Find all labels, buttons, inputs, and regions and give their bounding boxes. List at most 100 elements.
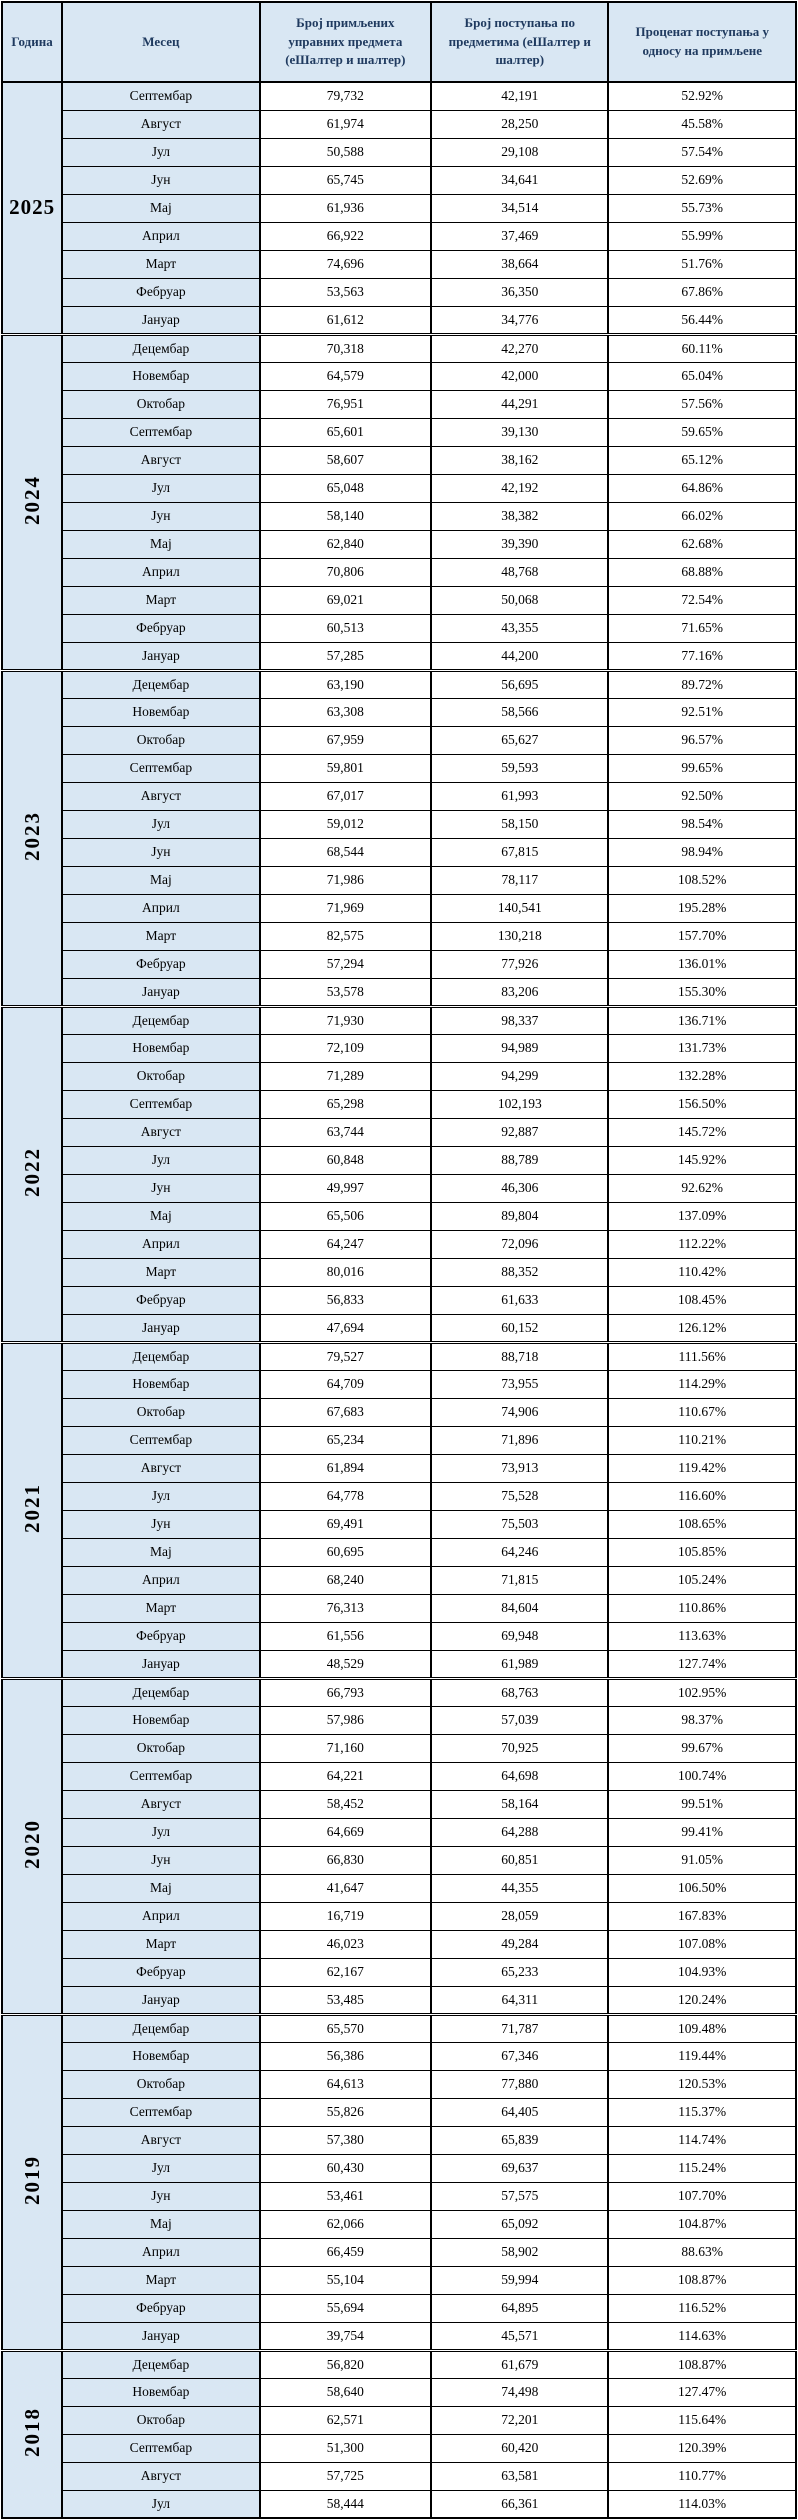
processed-cell: 28,250	[430, 109, 609, 138]
percent-cell: 114.03%	[607, 2489, 796, 2518]
received-cell: 69,491	[258, 1509, 432, 1538]
month-cell: Јул	[61, 809, 260, 838]
month-cell: Мај	[61, 529, 260, 558]
received-cell: 57,986	[258, 1705, 432, 1734]
table-row: Март 76,313 84,604 110.86%	[2, 1593, 796, 1622]
received-cell: 55,826	[258, 2097, 432, 2126]
processed-cell: 67,815	[430, 837, 609, 866]
percent-cell: 107.08%	[607, 1929, 796, 1958]
header-month: Месец	[61, 1, 260, 83]
percent-cell: 57.56%	[607, 389, 796, 418]
percent-cell: 105.24%	[607, 1565, 796, 1594]
table-row: Септембар 65,298 102,193 156.50%	[2, 1089, 796, 1118]
table-row: Новембар 57,986 57,039 98.37%	[2, 1705, 796, 1734]
month-cell: Мај	[61, 193, 260, 222]
received-cell: 68,544	[258, 837, 432, 866]
month-cell: Фебруар	[61, 949, 260, 978]
month-cell: Јун	[61, 1845, 260, 1874]
table-row: Фебруар 55,694 64,895 116.52%	[2, 2293, 796, 2322]
processed-cell: 69,637	[430, 2153, 609, 2182]
received-cell: 58,640	[258, 2377, 432, 2406]
month-cell: Август	[61, 109, 260, 138]
received-cell: 65,048	[258, 473, 432, 502]
processed-cell: 56,695	[430, 668, 609, 698]
percent-cell: 62.68%	[607, 529, 796, 558]
month-cell: Септембар	[61, 1425, 260, 1454]
processed-cell: 60,420	[430, 2433, 609, 2462]
received-cell: 65,601	[258, 417, 432, 446]
percent-cell: 145.92%	[607, 1145, 796, 1174]
month-cell: Септембар	[61, 81, 260, 110]
processed-cell: 102,193	[430, 1089, 609, 1118]
percent-cell: 113.63%	[607, 1621, 796, 1650]
received-cell: 66,459	[258, 2237, 432, 2266]
year-cell: 2020	[0, 1676, 63, 2014]
month-cell: Октобар	[61, 1733, 260, 1762]
processed-cell: 50,068	[430, 585, 609, 614]
received-cell: 65,506	[258, 1201, 432, 1230]
received-cell: 57,294	[258, 949, 432, 978]
table-row: Јул 60,848 88,789 145.92%	[2, 1145, 796, 1174]
month-cell: Новембар	[61, 1033, 260, 1062]
table-row: Јул 50,588 29,108 57.54%	[2, 137, 796, 166]
processed-cell: 69,948	[430, 1621, 609, 1650]
table-row: Септембар 51,300 60,420 120.39%	[2, 2433, 796, 2462]
table-row: Март 80,016 88,352 110.42%	[2, 1257, 796, 1286]
percent-cell: 110.86%	[607, 1593, 796, 1622]
month-cell: Децембар	[61, 1676, 260, 1706]
processed-cell: 58,566	[430, 697, 609, 726]
table-row: Фебруар 60,513 43,355 71.65%	[2, 613, 796, 642]
processed-cell: 92,887	[430, 1117, 609, 1146]
table-row: Август 61,894 73,913 119.42%	[2, 1453, 796, 1482]
table-row: Септембар 55,826 64,405 115.37%	[2, 2097, 796, 2126]
percent-cell: 77.16%	[607, 641, 796, 670]
table-row: Октобар 71,289 94,299 132.28%	[2, 1061, 796, 1090]
table-row: 2018 Децембар 56,820 61,679 108.87%	[0, 2348, 796, 2518]
month-cell: Новембар	[61, 2377, 260, 2406]
processed-cell: 34,514	[430, 193, 609, 222]
table-row: Фебруар 53,563 36,350 67.86%	[2, 277, 796, 306]
month-cell: Фебруар	[61, 2293, 260, 2322]
year-label: 2024	[19, 475, 44, 525]
month-cell: Јун	[61, 1509, 260, 1538]
processed-cell: 61,993	[430, 781, 609, 810]
month-cell: Март	[61, 1257, 260, 1286]
processed-cell: 49,284	[430, 1929, 609, 1958]
received-cell: 58,444	[258, 2489, 432, 2518]
received-cell: 80,016	[258, 1257, 432, 1286]
percent-cell: 131.73%	[607, 1033, 796, 1062]
percent-cell: 195.28%	[607, 893, 796, 922]
received-cell: 71,986	[258, 865, 432, 894]
percent-cell: 92.51%	[607, 697, 796, 726]
percent-cell: 99.67%	[607, 1733, 796, 1762]
percent-cell: 120.24%	[607, 1985, 796, 2014]
received-cell: 65,745	[258, 165, 432, 194]
month-cell: Децембар	[61, 332, 260, 362]
processed-cell: 42,000	[430, 361, 609, 390]
received-cell: 69,021	[258, 585, 432, 614]
percent-cell: 110.77%	[607, 2461, 796, 2490]
year-label: 2018	[19, 2407, 44, 2458]
processed-cell: 58,902	[430, 2237, 609, 2266]
received-cell: 61,556	[258, 1621, 432, 1650]
month-cell: Јануар	[61, 977, 260, 1006]
processed-cell: 60,851	[430, 1845, 609, 1874]
processed-cell: 74,906	[430, 1397, 609, 1426]
month-cell: Октобар	[61, 2069, 260, 2098]
percent-cell: 68.88%	[607, 557, 796, 586]
month-cell: Јун	[61, 501, 260, 530]
table-row: Јануар 61,612 34,776 56.44%	[2, 305, 796, 334]
percent-cell: 92.62%	[607, 1173, 796, 1202]
processed-cell: 38,382	[430, 501, 609, 530]
percent-cell: 110.21%	[607, 1425, 796, 1454]
month-cell: Јул	[61, 2153, 260, 2182]
received-cell: 16,719	[258, 1901, 432, 1930]
month-cell: Децембар	[61, 668, 260, 698]
received-cell: 64,669	[258, 1817, 432, 1846]
year-cell: 2021	[0, 1340, 63, 1678]
month-cell: Април	[61, 893, 260, 922]
year-cell: 2022	[0, 1004, 63, 1342]
processed-cell: 77,880	[430, 2069, 609, 2098]
processed-cell: 42,270	[430, 332, 609, 362]
table-row: Јун 49,997 46,306 92.62%	[2, 1173, 796, 1202]
